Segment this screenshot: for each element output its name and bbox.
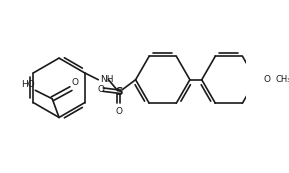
Text: O: O bbox=[72, 78, 79, 87]
Text: HO: HO bbox=[21, 80, 34, 89]
Text: O: O bbox=[115, 107, 122, 116]
Text: NH: NH bbox=[100, 75, 114, 84]
Text: O: O bbox=[97, 85, 104, 94]
Text: O: O bbox=[264, 75, 271, 84]
Text: CH₃: CH₃ bbox=[275, 75, 289, 84]
Text: S: S bbox=[115, 87, 123, 97]
